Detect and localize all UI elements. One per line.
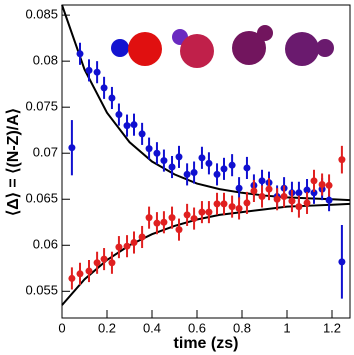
- data-point: [183, 170, 191, 178]
- data-point: [265, 185, 273, 193]
- data-point: [303, 199, 311, 207]
- data-point: [190, 215, 198, 223]
- data-point: [138, 233, 146, 241]
- data-point: [123, 122, 131, 130]
- data-point: [220, 200, 228, 208]
- x-tick-label: 0.4: [143, 320, 161, 335]
- nucleus: [316, 39, 334, 57]
- data-point: [205, 159, 213, 167]
- data-point: [160, 157, 168, 165]
- data-point: [100, 84, 108, 92]
- data-point: [338, 156, 346, 164]
- x-axis-title: time (zs): [174, 335, 239, 352]
- x-tick-label: 0.6: [188, 320, 206, 335]
- data-point: [310, 177, 318, 185]
- data-point: [93, 68, 101, 76]
- data-point: [145, 145, 153, 153]
- y-tick-label: 0.06: [33, 237, 58, 252]
- data-point: [235, 204, 243, 212]
- nucleus: [257, 25, 273, 41]
- y-tick-label: 0.07: [33, 145, 58, 160]
- data-point: [273, 195, 281, 203]
- fit-curve: [61, 202, 351, 306]
- data-point: [325, 196, 333, 204]
- data-point: [168, 163, 176, 171]
- data-point: [213, 170, 221, 178]
- y-axis-title: ⟨Δ⟩ = ⟨(N-Z)/A⟩: [5, 108, 22, 216]
- data-point: [205, 208, 213, 216]
- data-point: [258, 192, 266, 200]
- data-point: [123, 242, 131, 250]
- y-tick-label: 0.075: [25, 99, 58, 114]
- x-tick-label: 1: [283, 320, 290, 335]
- data-point: [325, 181, 333, 189]
- nuclei-icons: [111, 25, 334, 68]
- data-point: [68, 144, 76, 152]
- data-point: [183, 211, 191, 219]
- y-tick-label: 0.08: [33, 53, 58, 68]
- data-point: [280, 192, 288, 200]
- data-point: [168, 214, 176, 222]
- data-point: [108, 94, 116, 102]
- data-point: [160, 218, 168, 226]
- nucleus: [285, 32, 319, 66]
- data-point: [115, 111, 123, 119]
- x-tick-label: 0.2: [98, 320, 116, 335]
- data-point: [145, 214, 153, 222]
- data-point: [68, 274, 76, 282]
- fit-curve: [61, 4, 351, 202]
- data-point: [115, 243, 123, 251]
- data-point: [108, 259, 116, 267]
- data-point: [228, 203, 236, 211]
- data-point: [138, 130, 146, 138]
- data-point: [220, 165, 228, 173]
- x-tick-label: 0: [58, 320, 65, 335]
- data-point: [198, 154, 206, 162]
- data-point: [288, 197, 296, 205]
- plot-frame: [61, 4, 351, 319]
- data-point: [85, 267, 93, 275]
- data-point: [190, 169, 198, 177]
- data-point: [76, 50, 84, 58]
- data-point: [310, 189, 318, 197]
- data-point: [93, 259, 101, 267]
- x-tick-label: 1.2: [323, 320, 341, 335]
- data-point: [213, 200, 221, 208]
- data-point: [85, 66, 93, 74]
- data-point: [175, 226, 183, 234]
- data-point: [100, 255, 108, 263]
- y-tick-label: 0.055: [25, 283, 58, 298]
- data-point: [295, 189, 303, 197]
- data-point: [303, 186, 311, 194]
- data-point: [243, 199, 251, 207]
- data-point: [153, 149, 161, 157]
- data-point: [153, 219, 161, 227]
- nucleus: [180, 34, 214, 68]
- data-point: [175, 153, 183, 161]
- data-point: [243, 164, 251, 172]
- data-point: [250, 187, 258, 195]
- nucleus: [232, 31, 266, 65]
- nucleus: [128, 32, 162, 66]
- y-tick-label: 0.085: [25, 7, 58, 22]
- data-point: [76, 270, 84, 278]
- x-tick-label: 0.8: [233, 320, 251, 335]
- data-point: [258, 177, 266, 185]
- data-point: [235, 184, 243, 192]
- data-point: [318, 181, 326, 189]
- y-tick-label: 0.065: [25, 191, 58, 206]
- data-point: [338, 258, 346, 266]
- data-point: [130, 239, 138, 247]
- nucleus: [111, 39, 129, 57]
- data-point: [228, 161, 236, 169]
- data-point: [130, 121, 138, 129]
- data-point: [295, 203, 303, 211]
- data-point: [198, 208, 206, 216]
